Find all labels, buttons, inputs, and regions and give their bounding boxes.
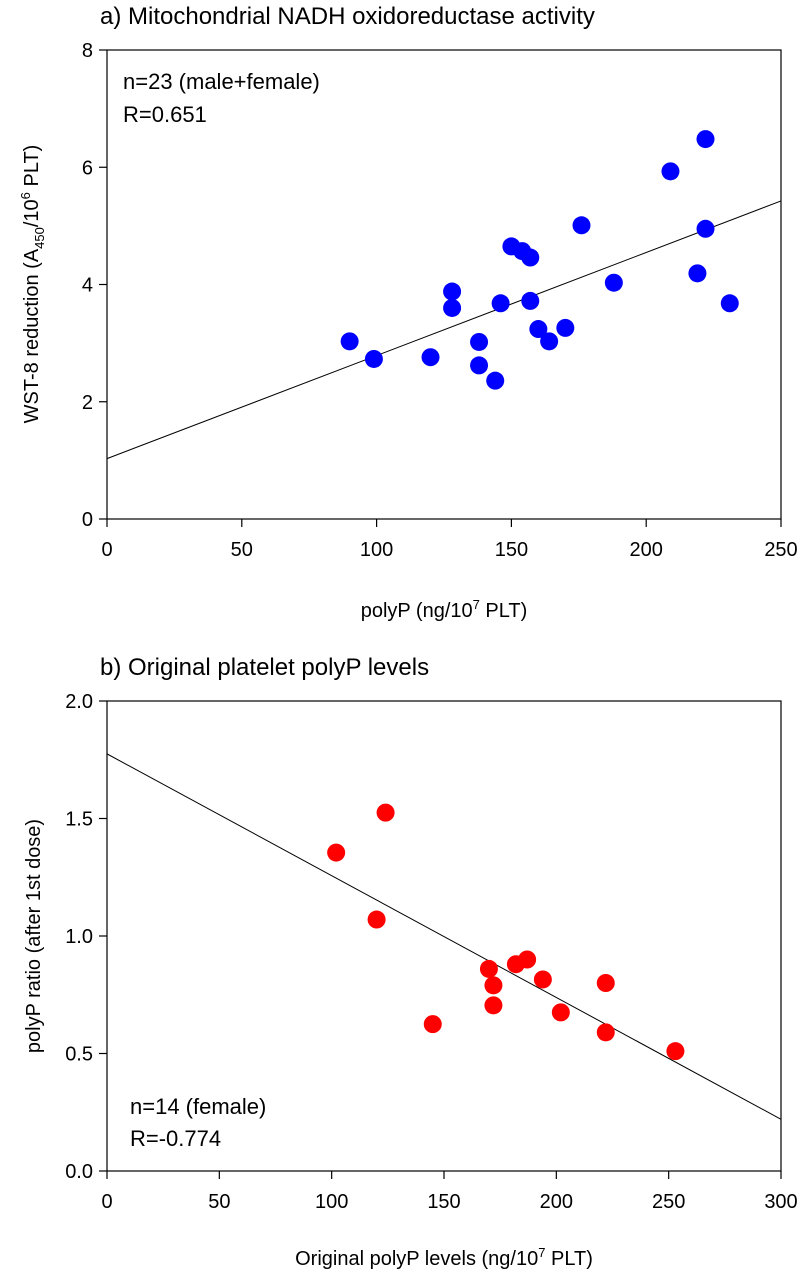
x-tick-label: 50 — [231, 539, 253, 561]
y-tick-label: 6 — [82, 157, 93, 179]
data-point — [443, 298, 462, 317]
chart-b-points — [327, 803, 685, 1061]
data-point — [484, 976, 503, 995]
chart-b-title: b) Original platelet polyP levels — [100, 654, 429, 681]
chart-b-x-axis-label: Original polyP levels (ng/107 PLT) — [295, 1245, 593, 1270]
x-tick-label: 250 — [652, 1191, 685, 1213]
x-tick-label: 250 — [764, 539, 797, 561]
data-point — [661, 162, 680, 181]
data-point — [484, 996, 503, 1015]
x-tick-label: 150 — [427, 1191, 460, 1213]
chart-a-r-annotation: R=0.651 — [123, 102, 207, 127]
x-tick-label: 100 — [315, 1191, 348, 1213]
data-point — [696, 130, 715, 149]
data-point — [423, 1015, 442, 1034]
chart-b-n-annotation: n=14 (female) — [130, 1094, 266, 1119]
data-point — [340, 332, 359, 351]
data-point — [596, 1023, 615, 1042]
data-point — [443, 282, 462, 301]
data-point — [367, 910, 386, 929]
chart-a-y-ticks: 0 2 4 6 8 — [82, 40, 107, 531]
chart-a: a) Mitochondrial NADH oxidoreductase act… — [18, 3, 798, 622]
data-point — [604, 273, 623, 292]
chart-b-r-annotation: R=-0.774 — [130, 1126, 221, 1151]
data-point — [491, 294, 510, 313]
chart-a-n-annotation: n=23 (male+female) — [123, 69, 320, 94]
y-tick-label: 2.0 — [65, 691, 93, 713]
chart-b-x-ticks: 0 50 100 150 200 250 300 — [101, 1171, 798, 1213]
data-point — [479, 959, 498, 978]
data-point — [376, 803, 395, 822]
y-tick-label: 0.5 — [65, 1044, 93, 1066]
chart-a-title: a) Mitochondrial NADH oxidoreductase act… — [100, 3, 595, 30]
chart-a-x-ticks: 0 50 100 150 200 250 — [101, 519, 798, 561]
x-tick-label: 50 — [208, 1191, 230, 1213]
data-point — [521, 248, 540, 267]
x-tick-label: 150 — [495, 539, 528, 561]
x-tick-label: 100 — [360, 539, 393, 561]
data-point — [421, 348, 440, 367]
x-tick-label: 200 — [630, 539, 663, 561]
data-point — [720, 294, 739, 313]
x-tick-label: 300 — [764, 1191, 797, 1213]
x-tick-label: 0 — [101, 1191, 112, 1213]
data-point — [518, 950, 537, 969]
y-tick-label: 8 — [82, 40, 93, 62]
data-point — [596, 974, 615, 992]
data-point — [529, 320, 548, 339]
data-point — [364, 349, 383, 368]
data-point — [572, 216, 591, 235]
data-point — [688, 264, 707, 283]
chart-a-regression-line — [106, 200, 782, 460]
y-tick-label: 4 — [82, 275, 93, 297]
chart-a-x-axis-label: polyP (ng/107 PLT) — [361, 597, 528, 622]
data-point — [551, 1003, 570, 1022]
y-tick-label: 0 — [82, 509, 93, 531]
data-point — [470, 332, 489, 351]
data-point — [666, 1042, 685, 1061]
data-point — [486, 371, 505, 390]
y-tick-label: 0.0 — [65, 1161, 93, 1183]
x-tick-label: 0 — [101, 539, 112, 561]
y-tick-label: 1.0 — [65, 926, 93, 948]
chart-a-y-axis-label: WST-8 reduction (A450/106 PLT) — [18, 145, 47, 424]
data-point — [470, 356, 489, 375]
chart-a-points — [340, 130, 739, 390]
y-tick-label: 1.5 — [65, 809, 93, 831]
data-point — [327, 843, 346, 862]
data-point — [556, 318, 575, 337]
chart-a-plot-frame — [106, 49, 782, 520]
data-point — [533, 970, 552, 989]
data-point — [521, 291, 540, 310]
data-point — [540, 332, 559, 351]
chart-b: b) Original platelet polyP levels 0.0 0.5… — [23, 654, 798, 1270]
chart-b-y-axis-label: polyP ratio (after 1st dose) — [23, 819, 45, 1053]
x-tick-label: 200 — [540, 1191, 573, 1213]
y-tick-label: 2 — [82, 392, 93, 414]
data-point — [696, 219, 715, 238]
chart-b-y-ticks: 0.0 0.5 1.0 1.5 2.0 — [65, 691, 107, 1183]
chart-b-regression-line — [106, 753, 782, 1120]
